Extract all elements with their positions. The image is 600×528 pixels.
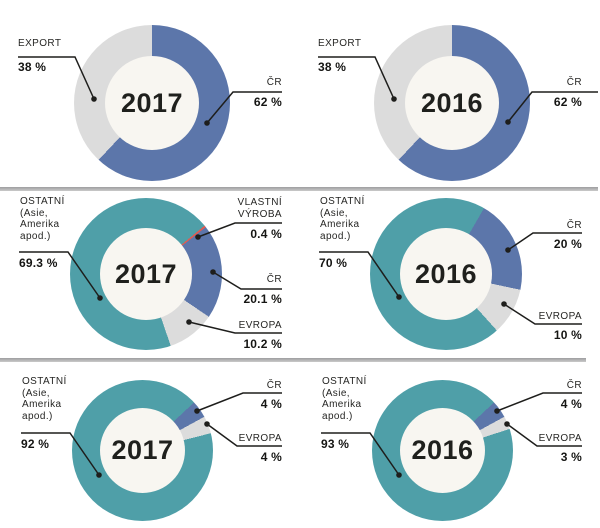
segment-label-ostatni: OSTATNÍ (Asie, Amerika apod.) (20, 196, 65, 242)
donut-chart-2017-regions: 2017 (70, 198, 222, 350)
segment-value-export: 38 % (318, 60, 347, 74)
panel-2016-world: 2016 OSTATNÍ (Asie, Amerika apod.) 93 % … (300, 356, 600, 528)
donut-hole: 2016 (405, 56, 499, 150)
leader-lines (21, 392, 282, 478)
leader-lines (18, 56, 282, 126)
segment-label-ostatni: OSTATNÍ (Asie, Amerika apod.) (322, 376, 367, 422)
segment-value-evropa: 3 % (560, 450, 582, 464)
section-divider (0, 358, 586, 362)
segment-value-cr: 62 % (253, 95, 282, 109)
segment-value-ostatni: 70 % (319, 256, 348, 270)
segment-label-evropa: EVROPA (538, 311, 582, 322)
segment-label-cr: ČR (266, 380, 282, 391)
donut-chart-2016-export: 2016 (374, 25, 530, 181)
year-label: 2017 (114, 258, 178, 289)
segment-label-evropa: EVROPA (238, 320, 282, 331)
leader-lines (318, 56, 598, 125)
donut-hole: 2016 (400, 408, 485, 493)
segment-label-vlastni-vyroba: VLASTNÍ VÝROBA (237, 197, 282, 220)
segment-label-evropa: EVROPA (238, 433, 282, 444)
segment-value-cr: 62 % (553, 95, 582, 109)
leader-lines (321, 392, 582, 478)
segment-value-ostatni: 93 % (321, 437, 350, 451)
segment-value-evropa: 4 % (260, 450, 282, 464)
year-label: 2017 (120, 87, 184, 118)
segment-value-cr: 20.1 % (243, 292, 282, 306)
leader-lines (19, 222, 282, 334)
segment-label-cr: ČR (566, 380, 582, 391)
segment-label-ostatni: OSTATNÍ (Asie, Amerika apod.) (22, 376, 67, 422)
panel-2017-world: 2017 OSTATNÍ (Asie, Amerika apod.) 92 % … (0, 356, 300, 528)
donut-hole: 2017 (100, 228, 192, 320)
panel-2016-export: 2016 EXPORT 38 % ČR 62 % (300, 0, 600, 184)
segment-label-ostatni: OSTATNÍ (Asie, Amerika apod.) (320, 196, 365, 242)
segment-value-export: 38 % (18, 60, 47, 74)
donut-chart-2017-world: 2017 (72, 380, 213, 521)
donut-chart-2016-world: 2016 (372, 380, 513, 521)
donut-chart-2016-regions: 2016 (370, 198, 522, 350)
year-label: 2016 (420, 87, 484, 118)
segment-label-cr: ČR (566, 77, 582, 88)
segment-label-export: EXPORT (318, 38, 362, 49)
panel-2016-regions: 2016 OSTATNÍ (Asie, Amerika apod.) 70 % … (300, 184, 600, 356)
segment-label-evropa: EVROPA (538, 433, 582, 444)
donut-hole: 2016 (400, 228, 492, 320)
donut-chart-2017-export: 2017 (74, 25, 230, 181)
segment-value-cr: 4 % (560, 397, 582, 411)
segment-value-cr: 4 % (260, 397, 282, 411)
segment-value-vlastni-vyroba: 0.4 % (250, 227, 282, 241)
segment-label-cr: ČR (266, 77, 282, 88)
segment-value-cr: 20 % (553, 237, 582, 251)
segment-value-evropa: 10.2 % (243, 337, 282, 351)
leader-lines (319, 232, 582, 325)
segment-label-cr: ČR (566, 220, 582, 231)
year-label: 2017 (111, 435, 174, 465)
segment-value-evropa: 10 % (553, 328, 582, 342)
donut-hole: 2017 (100, 408, 185, 493)
segment-label-export: EXPORT (18, 38, 62, 49)
panel-2017-export: 2017 EXPORT 38 % ČR 62 % (0, 0, 300, 184)
year-label: 2016 (414, 258, 478, 289)
segment-value-ostatni: 92 % (21, 437, 50, 451)
section-divider (0, 187, 598, 191)
segment-label-cr: ČR (266, 274, 282, 285)
segment-value-ostatni: 69.3 % (19, 256, 58, 270)
year-label: 2016 (411, 435, 474, 465)
panel-2017-regions: 2017 OSTATNÍ (Asie, Amerika apod.) 69.3 … (0, 184, 300, 356)
donut-hole: 2017 (105, 56, 199, 150)
